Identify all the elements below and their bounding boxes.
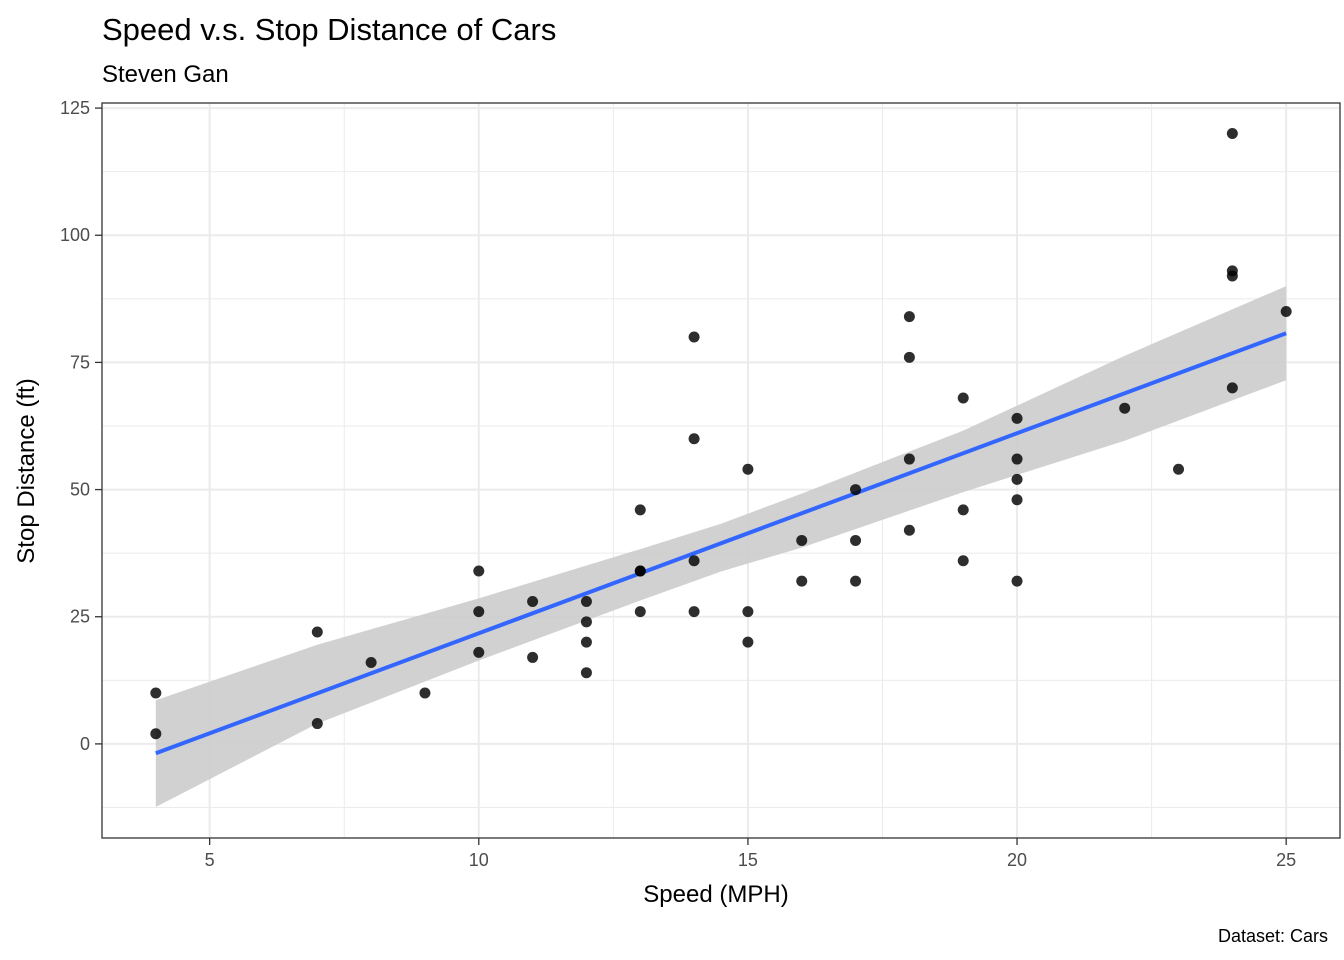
data-point: [688, 433, 700, 445]
y-tick-label: 125: [60, 98, 90, 118]
data-point: [957, 392, 969, 404]
data-point: [634, 606, 646, 618]
data-point: [903, 311, 915, 323]
chart-caption: Dataset: Cars: [1218, 926, 1328, 946]
x-tick-label: 15: [738, 850, 758, 870]
chart-title: Speed v.s. Stop Distance of Cars: [102, 12, 556, 47]
data-point: [419, 687, 431, 699]
panel-border: [101, 102, 1341, 839]
data-point: [688, 606, 700, 618]
data-point: [796, 534, 808, 546]
data-point: [527, 595, 539, 607]
data-point: [1011, 412, 1023, 424]
data-point: [580, 636, 592, 648]
data-point: [150, 728, 162, 740]
data-point: [1011, 575, 1023, 587]
x-tick-label: 25: [1276, 850, 1296, 870]
y-axis-title: Stop Distance (ft): [13, 378, 40, 563]
data-point: [580, 595, 592, 607]
x-tick-label: 10: [469, 850, 489, 870]
data-point: [1280, 306, 1292, 318]
data-point: [903, 453, 915, 465]
data-point: [1226, 128, 1238, 140]
data-point: [150, 687, 162, 699]
x-tick-label: 20: [1007, 850, 1027, 870]
data-point: [580, 616, 592, 628]
data-point: [527, 651, 539, 663]
data-point: [796, 575, 808, 587]
x-axis-title: Speed (MPH): [643, 881, 788, 908]
data-point: [1173, 463, 1185, 475]
data-point: [1226, 382, 1238, 394]
data-point: [580, 667, 592, 679]
data-point: [1226, 265, 1238, 277]
y-axis: 0 25 50 75 100 125: [60, 98, 102, 754]
y-tick-label: 25: [70, 607, 90, 627]
data-point: [850, 534, 862, 546]
data-point: [634, 504, 646, 516]
data-point: [1011, 494, 1023, 506]
data-point: [634, 565, 646, 577]
data-point: [311, 718, 323, 730]
x-tick-label: 5: [205, 850, 215, 870]
y-tick-label: 100: [60, 225, 90, 245]
data-point: [957, 504, 969, 516]
confidence-band: [155, 286, 1287, 808]
data-point: [850, 575, 862, 587]
data-point: [365, 657, 377, 669]
x-axis: 5 10 15 20 25: [205, 838, 1296, 870]
regression-line: [155, 331, 1287, 756]
data-point: [688, 555, 700, 567]
data-point: [850, 484, 862, 496]
plot-panel: [101, 102, 1341, 839]
data-point: [473, 646, 485, 658]
y-tick-label: 0: [80, 734, 90, 754]
data-point: [742, 606, 754, 618]
data-point: [473, 565, 485, 577]
data-point: [903, 524, 915, 536]
data-point: [742, 463, 754, 475]
y-tick-label: 75: [70, 352, 90, 372]
data-point: [957, 555, 969, 567]
data-point: [1011, 453, 1023, 465]
data-point: [903, 351, 915, 363]
data-point: [473, 606, 485, 618]
data-point: [1011, 473, 1023, 485]
y-tick-label: 50: [70, 480, 90, 500]
data-point: [1119, 402, 1131, 414]
data-point: [742, 636, 754, 648]
data-points: [150, 128, 1292, 740]
data-point: [311, 626, 323, 638]
data-point: [688, 331, 700, 343]
chart-subtitle: Steven Gan: [102, 61, 229, 88]
